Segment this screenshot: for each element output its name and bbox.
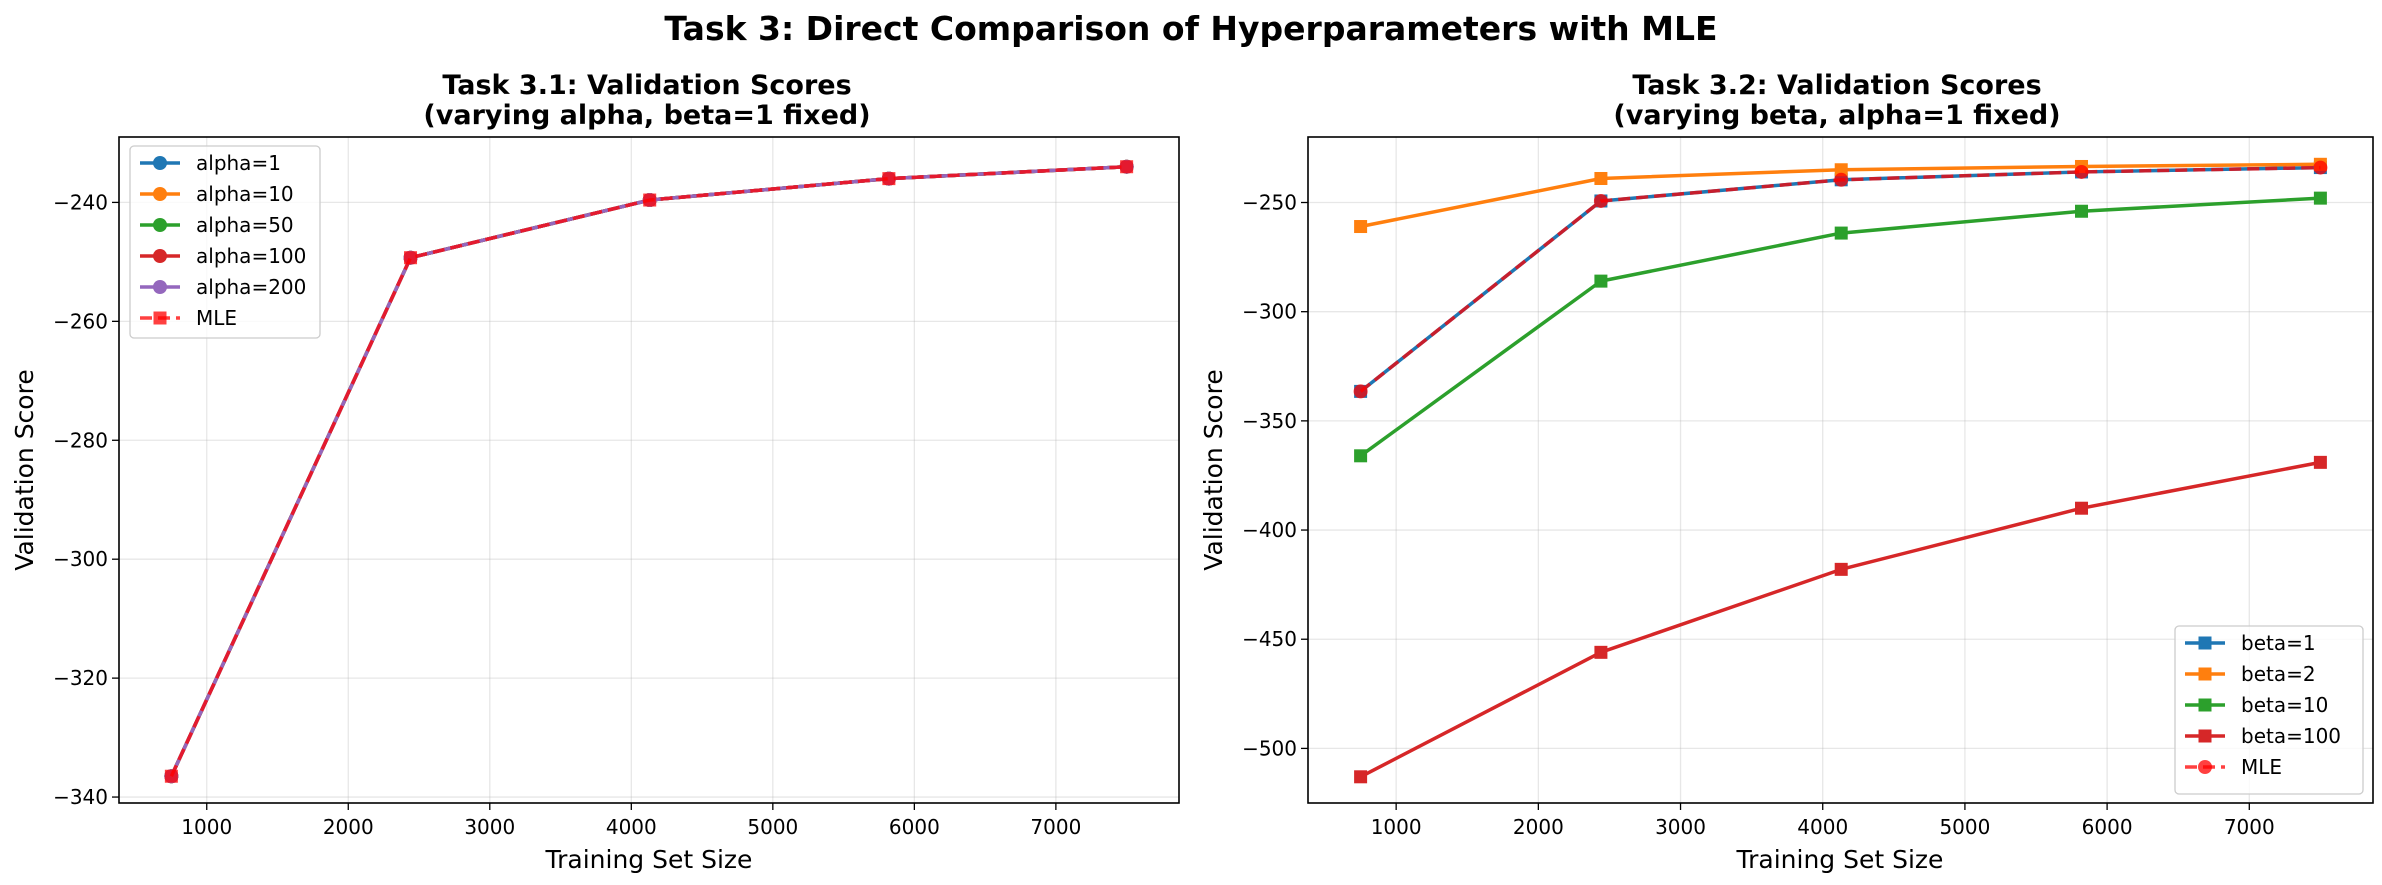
- y-tick-label: −240: [53, 190, 108, 214]
- data-point-mle: [164, 769, 178, 783]
- legend-box: [2174, 625, 2364, 795]
- y-tick-label: −300: [53, 547, 108, 571]
- legend-marker-alpha-200: [153, 280, 167, 294]
- legend-marker-beta-2: [2198, 667, 2212, 681]
- data-point-beta-10: [2075, 204, 2089, 218]
- legend: beta=1 beta=2 beta=10 beta=100 MLE: [2174, 625, 2364, 795]
- series-mle: [164, 160, 1134, 783]
- legend-marker-alpha-100: [153, 249, 167, 263]
- series-beta-100: [1354, 455, 2327, 784]
- data-point-mle: [1834, 172, 1849, 187]
- y-tick-label: −250: [1242, 191, 1297, 215]
- legend-marker-beta-10: [2198, 698, 2212, 712]
- data-point-beta-2: [1354, 220, 1368, 234]
- data-point-mle: [2074, 164, 2089, 179]
- data-point-beta-10: [1594, 274, 1608, 288]
- x-tick-label: 2000: [323, 815, 374, 839]
- x-tick-label: 2000: [1513, 815, 1564, 839]
- y-axis-label: Validation Score: [1199, 369, 1228, 570]
- legend-label-beta-2: beta=2: [2241, 662, 2316, 686]
- legend-marker-mle: [153, 311, 167, 325]
- y-tick-label: −400: [1242, 518, 1297, 542]
- legend-marker-alpha-50: [153, 218, 167, 232]
- x-tick-label: 7000: [1030, 815, 1081, 839]
- legend-label-alpha-10: alpha=10: [196, 182, 294, 206]
- legend-marker-mle: [2198, 760, 2212, 774]
- panel-title-line2: (varying alpha, beta=1 fixed): [423, 100, 870, 131]
- panel-title-line1: Task 3.2: Validation Scores: [1632, 70, 2041, 101]
- data-point-beta-2: [1594, 171, 1608, 185]
- data-point-beta-100: [1594, 645, 1608, 659]
- x-tick-label: 4000: [1797, 815, 1848, 839]
- data-point-beta-100: [1354, 770, 1368, 784]
- x-tick-label: 6000: [2082, 815, 2133, 839]
- legend-marker-beta-1: [2198, 636, 2212, 650]
- series-beta-10: [1354, 191, 2327, 463]
- x-tick-label: 5000: [1939, 815, 1990, 839]
- legend-label-alpha-100: alpha=100: [196, 244, 306, 268]
- legend-label-beta-10: beta=10: [2241, 693, 2328, 717]
- x-tick-label: 5000: [747, 815, 798, 839]
- panel-title-line2: (varying beta, alpha=1 fixed): [1613, 100, 2060, 131]
- x-axis-label: Training Set Size: [1736, 845, 1944, 874]
- figure-suptitle: Task 3: Direct Comparison of Hyperparame…: [664, 9, 1717, 48]
- panel-title-line1: Task 3.1: Validation Scores: [442, 70, 851, 101]
- legend-label-mle: MLE: [196, 306, 237, 330]
- data-point-mle: [1120, 160, 1134, 174]
- legend-label-alpha-1: alpha=1: [196, 151, 281, 175]
- data-point-beta-10: [1354, 449, 1368, 463]
- data-point-beta-2: [1834, 163, 1848, 177]
- data-point-mle: [643, 193, 657, 207]
- plot-frame: [118, 136, 1180, 804]
- y-tick-label: −500: [1242, 736, 1297, 760]
- series-mle: [1353, 160, 2328, 399]
- legend-label-alpha-50: alpha=50: [196, 213, 294, 237]
- data-point-beta-100: [2313, 455, 2327, 469]
- legend-label-beta-1: beta=1: [2241, 631, 2316, 655]
- legend-label-beta-100: beta=100: [2241, 724, 2341, 748]
- x-tick-label: 1000: [1371, 815, 1422, 839]
- x-tick-label: 7000: [2224, 815, 2275, 839]
- legend-label-mle: MLE: [2241, 755, 2282, 779]
- data-point-beta-100: [2075, 501, 2089, 515]
- chart-panel-right: Task 3.2: Validation Scores (varying bet…: [1199, 70, 2374, 874]
- x-tick-label: 4000: [606, 815, 657, 839]
- data-point-beta-100: [1834, 562, 1848, 576]
- legend-marker-alpha-1: [153, 156, 167, 170]
- plot-frame: [1307, 136, 2374, 804]
- x-tick-label: 6000: [889, 815, 940, 839]
- legend: alpha=1 alpha=10 alpha=50 alpha=100 alpha=20…: [129, 145, 321, 339]
- legend-marker-alpha-10: [153, 187, 167, 201]
- y-tick-label: −280: [53, 428, 108, 452]
- data-point-beta-10: [1834, 226, 1848, 240]
- x-tick-label: 3000: [1655, 815, 1706, 839]
- chart-panel-left: Task 3.1: Validation Scores (varying alp…: [10, 70, 1180, 874]
- y-tick-label: −300: [1242, 300, 1297, 324]
- y-tick-label: −260: [53, 309, 108, 333]
- y-axis-label: Validation Score: [10, 369, 39, 570]
- y-tick-label: −450: [1242, 627, 1297, 651]
- data-point-mle: [404, 251, 418, 265]
- data-point-mle: [2313, 160, 2328, 175]
- series-line-mle: [1359, 165, 2321, 393]
- x-axis-label: Training Set Size: [545, 845, 753, 874]
- legend-label-alpha-200: alpha=200: [196, 275, 306, 299]
- data-point-mle: [1353, 384, 1368, 399]
- x-tick-label: 3000: [464, 815, 515, 839]
- data-point-mle: [882, 172, 896, 186]
- data-point-mle: [1593, 193, 1608, 208]
- series-beta-1: [1354, 161, 2327, 398]
- data-point-beta-10: [2313, 191, 2327, 205]
- y-tick-label: −350: [1242, 409, 1297, 433]
- x-tick-label: 1000: [181, 815, 232, 839]
- y-tick-label: −340: [53, 785, 108, 809]
- y-tick-label: −320: [53, 666, 108, 690]
- legend-marker-beta-100: [2198, 729, 2212, 743]
